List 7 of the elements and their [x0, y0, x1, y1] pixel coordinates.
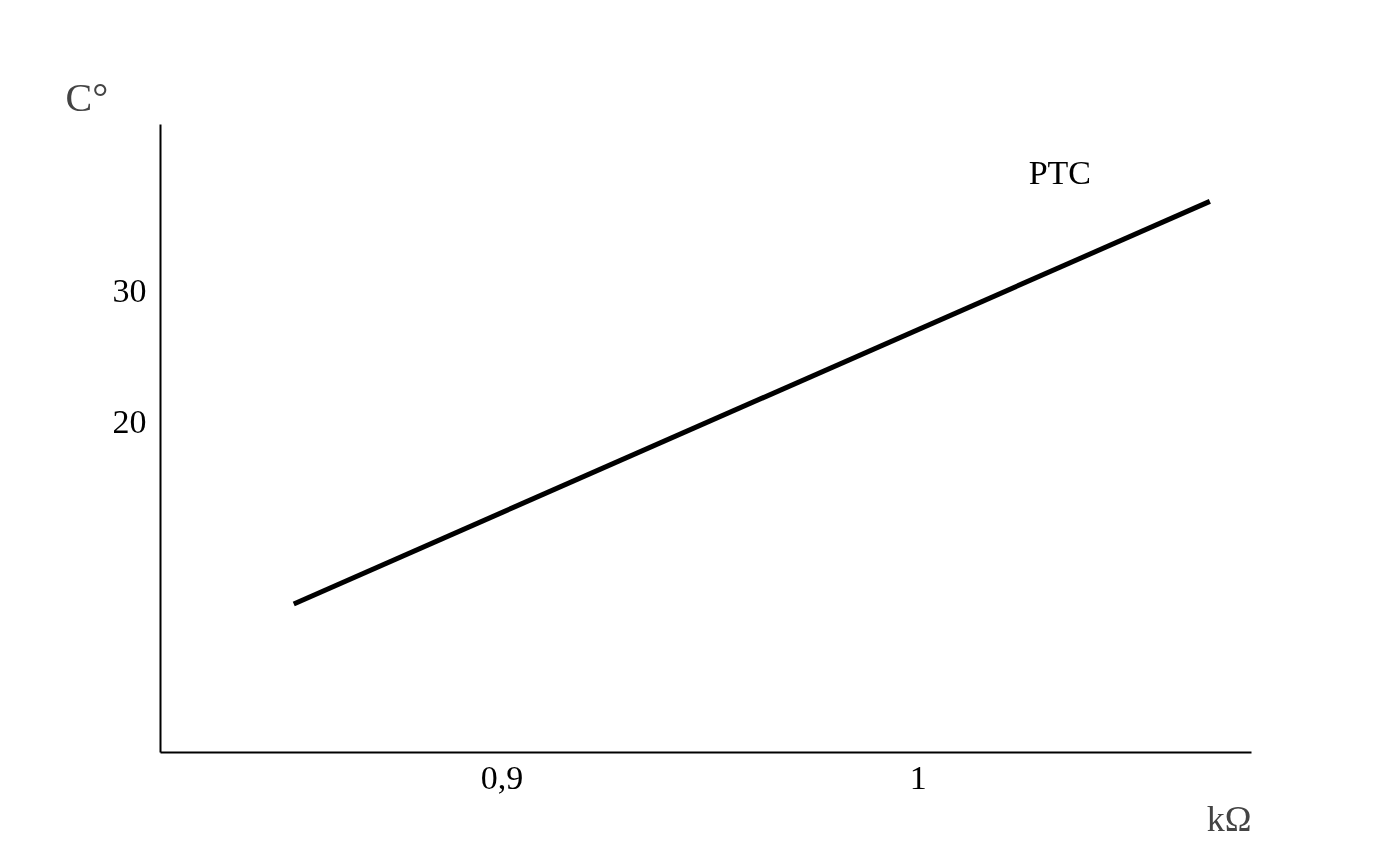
y-tick-label: 30	[112, 272, 147, 310]
x-tick-label: 1	[909, 758, 927, 796]
x-tick-label: 0,9	[480, 758, 524, 796]
series-label: PTC	[1028, 154, 1092, 192]
y-tick-label: 20	[112, 402, 147, 440]
x-axis-title: kΩ	[1206, 798, 1252, 839]
y-axis-title: C°	[65, 74, 109, 120]
